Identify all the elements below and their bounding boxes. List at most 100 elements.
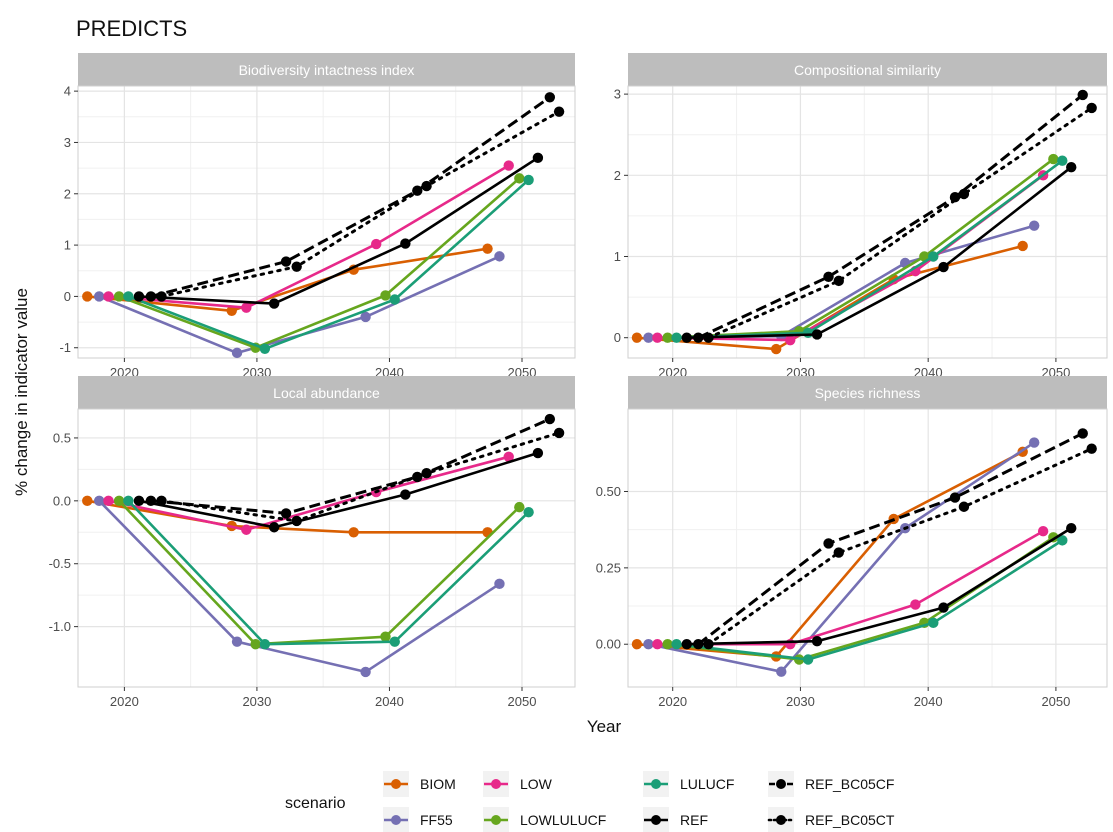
x-tick-label: 2030 <box>786 694 815 709</box>
strip-background <box>628 376 1107 409</box>
y-tick-label: 4 <box>64 84 71 99</box>
legend-label: LOWLULUCF <box>520 812 606 828</box>
data-point <box>833 275 844 287</box>
data-point <box>949 192 961 203</box>
data-point <box>259 639 271 650</box>
x-tick-label: 2050 <box>1041 694 1070 709</box>
facet-panels: Biodiversity intactness index-1012342020… <box>49 53 1108 709</box>
data-point <box>82 291 93 302</box>
panel-4: Species richness 0.00 0.25 0.50 2020 2030 2040… <box>596 376 1108 709</box>
strip-background <box>78 53 575 86</box>
data-point <box>113 495 125 507</box>
legend-item-biom: BIOM <box>383 771 456 797</box>
series-line <box>118 499 521 646</box>
data-point <box>259 343 271 354</box>
data-point <box>802 654 814 665</box>
data-point <box>156 495 167 507</box>
data-point <box>145 291 157 302</box>
data-point <box>360 311 371 323</box>
y-tick-label: 2 <box>64 186 71 201</box>
series-ref-bc05cf <box>145 413 556 519</box>
data-point <box>280 256 292 267</box>
legend-item-low: LOW <box>483 771 553 797</box>
data-point <box>703 332 714 343</box>
data-point <box>133 495 145 507</box>
legend-item-ref: REF <box>643 807 708 832</box>
x-tick-label: 2020 <box>658 694 687 709</box>
data-point <box>250 639 261 650</box>
series-ff55 <box>643 437 1040 677</box>
series-biom <box>82 495 493 538</box>
legend-item-lulucf: LULUCF <box>643 771 734 797</box>
strip-title: Species richness <box>815 385 921 401</box>
y-tick-label: 0.5 <box>53 430 71 445</box>
data-point <box>1057 535 1068 546</box>
y-tick-label: -0.5 <box>49 556 71 571</box>
legend-title: scenario <box>285 795 346 812</box>
series-low <box>103 451 514 535</box>
data-point <box>94 291 105 302</box>
series-ref-bc05cf <box>693 428 1088 650</box>
data-point <box>482 243 493 254</box>
data-point <box>400 489 411 500</box>
legend-item-lowlulucf: LOWLULUCF <box>483 807 606 832</box>
data-point <box>514 173 525 184</box>
data-point <box>523 174 534 186</box>
chart-title: PREDICTS <box>76 16 187 41</box>
legend-label: REF <box>680 812 708 828</box>
data-point <box>231 347 243 359</box>
series-line <box>150 417 551 515</box>
legend-key-point <box>491 815 501 825</box>
series-ref-bc05cf <box>693 89 1088 343</box>
series-ref <box>133 152 544 309</box>
data-point <box>938 602 949 613</box>
data-point <box>1017 240 1028 252</box>
series-ref-bc05cf <box>145 92 556 302</box>
data-point <box>671 332 682 343</box>
data-point <box>652 639 663 650</box>
x-tick-label: 2040 <box>914 694 943 709</box>
series-line <box>676 539 1063 661</box>
data-point <box>280 508 292 519</box>
strip-title: Biodiversity intactness index <box>239 62 415 78</box>
series-line <box>707 447 1094 646</box>
y-tick-label: -1 <box>59 340 71 355</box>
series-line <box>150 96 551 298</box>
y-tick-label: 3 <box>614 87 621 102</box>
data-point <box>380 631 391 642</box>
legend-label: LOW <box>520 776 553 792</box>
data-point <box>553 106 565 117</box>
data-point <box>693 332 704 343</box>
grid <box>628 409 1107 687</box>
data-point <box>693 639 704 650</box>
series-ref-bc05ct <box>703 443 1097 650</box>
data-point <box>123 495 134 507</box>
series-ref-bc05ct <box>156 106 565 302</box>
data-point <box>802 327 814 339</box>
y-tick-label: 1 <box>614 249 621 264</box>
data-point <box>928 617 939 629</box>
data-point <box>662 639 673 650</box>
series-ref-bc05ct <box>703 102 1097 343</box>
x-tick-label: 2030 <box>242 694 271 709</box>
data-point <box>671 639 682 650</box>
data-point <box>103 495 114 507</box>
plot-area <box>628 86 1107 358</box>
panel-border <box>627 85 1108 359</box>
data-point <box>703 639 714 650</box>
data-point <box>681 639 692 650</box>
data-point <box>938 261 949 273</box>
data-point <box>681 332 692 343</box>
data-point <box>652 332 663 343</box>
strip-title: Local abundance <box>273 385 380 401</box>
series-line <box>160 431 561 523</box>
data-point <box>291 515 302 527</box>
data-point <box>949 492 961 503</box>
series-line <box>127 499 530 646</box>
data-point <box>241 302 252 313</box>
data-point <box>1077 89 1088 101</box>
data-point <box>958 501 970 512</box>
legend-key-point <box>651 779 661 789</box>
